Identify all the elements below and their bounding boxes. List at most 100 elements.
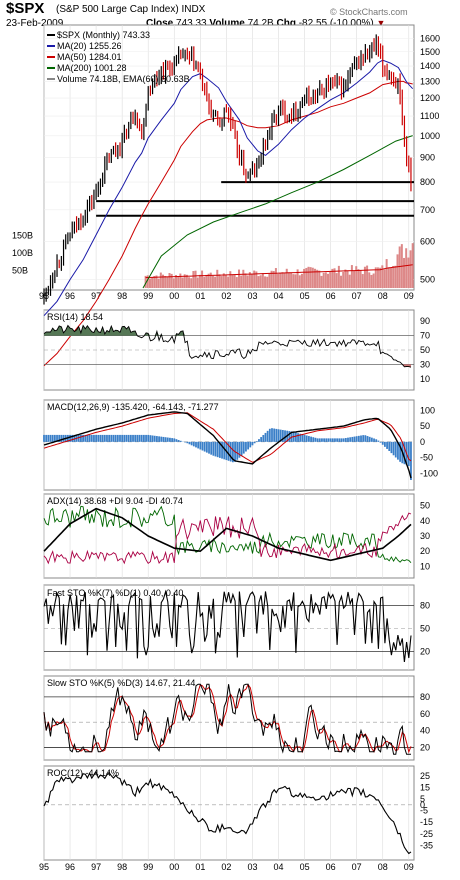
volume-bar — [283, 272, 286, 288]
macd-histogram-bar — [208, 441, 210, 454]
x-tick-bottom-98: 98 — [117, 862, 127, 872]
volume-bar — [172, 278, 175, 288]
macd-histogram-bar — [56, 434, 58, 442]
macd-histogram-bar — [305, 435, 308, 442]
volume-bar — [361, 274, 364, 288]
macd-histogram-bar — [303, 434, 306, 442]
macd-histogram-bar — [156, 436, 158, 442]
price-ytick-500: 500 — [420, 275, 435, 285]
volume-bar — [181, 277, 184, 288]
macd-histogram-bar — [121, 434, 124, 442]
macd-ytick-0: 0 — [420, 437, 425, 447]
rsi-line — [43, 324, 412, 368]
volume-bar — [248, 272, 251, 288]
macd-histogram-bar — [116, 434, 119, 442]
price-ytick-700: 700 — [420, 205, 435, 215]
macd-histogram-bar — [355, 436, 358, 442]
volume-bar — [331, 268, 334, 288]
x-tick-bottom-97: 97 — [91, 862, 101, 872]
macd-histogram-bar — [158, 436, 160, 442]
macd-histogram-bar — [125, 434, 128, 442]
volume-bar — [155, 275, 158, 288]
macd-histogram-bar — [366, 436, 369, 442]
macd-histogram-bar — [212, 441, 215, 456]
legend-entry-4: Volume 74.18B, EMA(60) 60.63B — [57, 74, 190, 84]
macd-histogram-bar — [151, 435, 154, 442]
macd-histogram-bar — [336, 438, 339, 442]
volume-bar — [240, 275, 243, 288]
volume-bar — [224, 275, 227, 288]
macd-histogram-bar — [349, 437, 352, 442]
macd-histogram-bar — [249, 441, 252, 448]
slow-sto-ytick-20: 20 — [420, 743, 430, 753]
volume-bar — [188, 277, 191, 288]
rsi-ytick-70: 70 — [420, 331, 430, 341]
macd-histogram-bar — [377, 440, 380, 442]
volume-bar — [379, 267, 382, 288]
volume-value: 74.2B — [247, 18, 274, 29]
adx-line — [43, 507, 412, 562]
volume-bar — [403, 257, 406, 288]
macd-histogram-bar — [93, 434, 95, 442]
macd-histogram-bar — [203, 441, 206, 452]
macd-histogram-bar — [149, 435, 152, 442]
macd-histogram-bar — [410, 441, 412, 481]
volume-bar — [348, 274, 351, 288]
volume-bar — [218, 274, 221, 288]
volume-bar — [398, 246, 401, 288]
macd-histogram-bar — [114, 434, 117, 442]
macd-histogram-bar — [106, 434, 108, 442]
volume-bar — [179, 273, 182, 288]
macd-histogram-bar — [221, 441, 223, 459]
volume-bar — [157, 278, 160, 288]
fast-sto-ytick-50: 50 — [420, 624, 430, 634]
legend-entry-3: MA(200) 1001.28 — [57, 63, 127, 73]
volume-bar — [311, 267, 314, 288]
macd-histogram-bar — [312, 437, 315, 442]
legend-entry-2: MA(50) 1284.01 — [57, 52, 122, 62]
x-tick-top-98: 98 — [117, 291, 127, 301]
roc-ytick--5: -5 — [420, 806, 428, 816]
macd-histogram-bar — [127, 434, 130, 442]
volume-bar — [303, 268, 306, 288]
adx-plus-di-line — [43, 505, 412, 564]
macd-histogram-bar — [199, 441, 202, 450]
macd-histogram-bar — [384, 441, 386, 447]
macd-histogram-bar — [123, 434, 126, 442]
volume-bar — [340, 275, 343, 288]
macd-histogram-bar — [190, 441, 193, 446]
volume-bar — [233, 274, 236, 288]
volume-bar — [285, 268, 288, 288]
volume-bar — [392, 265, 395, 288]
macd-histogram-bar — [142, 434, 145, 442]
volume-bar — [292, 274, 295, 288]
macd-histogram-bar — [80, 434, 82, 442]
symbol-title: $SPX — [6, 0, 45, 17]
x-tick-bottom-95: 95 — [39, 862, 49, 872]
volume-bar — [235, 277, 238, 288]
down-arrow-icon: ▼ — [376, 18, 386, 28]
volume-bar — [170, 273, 173, 288]
price-ytick-1600: 1600 — [420, 33, 440, 43]
volume-bar — [322, 272, 325, 288]
x-tick-bottom-00: 00 — [169, 862, 179, 872]
macd-histogram-bar — [338, 438, 341, 442]
volume-bar — [335, 273, 338, 288]
volume-bar — [329, 271, 332, 288]
volume-bar — [196, 277, 199, 288]
volume-bar — [294, 274, 297, 288]
volume-bar — [370, 274, 373, 288]
volume-bar — [198, 274, 201, 288]
volume-bar — [244, 273, 247, 288]
volume-bar — [281, 272, 284, 288]
x-tick-top-96: 96 — [65, 291, 75, 301]
volume-bar — [366, 265, 369, 288]
macd-histogram-bar — [160, 436, 163, 442]
volume-bar — [270, 270, 273, 288]
index-name: (S&P 500 Large Cap Index) INDX — [56, 4, 205, 15]
x-tick-top-02: 02 — [221, 291, 231, 301]
macd-histogram-bar — [242, 441, 245, 454]
volume-bar — [151, 277, 154, 288]
slow-sto-k-line — [43, 683, 411, 755]
